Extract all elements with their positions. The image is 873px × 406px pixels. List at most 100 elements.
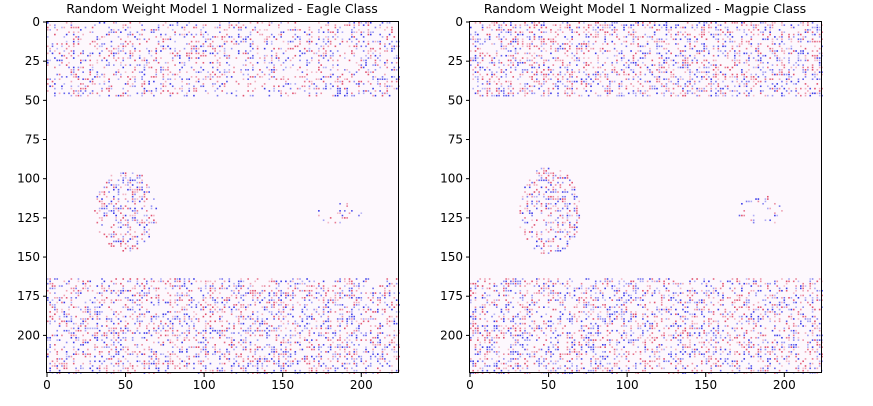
heatmap-cell [757, 54, 760, 57]
heatmap-cell [80, 61, 82, 64]
heatmap-cell [245, 367, 247, 370]
heatmap-cell [197, 287, 200, 290]
heatmap-cell [807, 31, 809, 33]
heatmap-cell [105, 315, 108, 318]
heatmap-cell [61, 308, 63, 311]
heatmap-cell [131, 43, 134, 45]
heatmap-cell [87, 289, 89, 292]
heatmap-cell [377, 311, 379, 313]
heatmap-cell [660, 57, 663, 59]
heatmap-cell [395, 315, 398, 318]
heatmap-cell [329, 299, 332, 301]
heatmap-cell [374, 292, 377, 294]
heatmap-cell [162, 85, 165, 88]
heatmap-cell [136, 235, 139, 238]
heatmap-cell [821, 45, 823, 48]
heatmap-cell [117, 193, 120, 196]
heatmap-cell [533, 36, 536, 38]
heatmap-cell [372, 311, 374, 313]
heatmap-cell [280, 320, 282, 323]
heatmap-cell [275, 327, 278, 330]
heatmap-cell [336, 87, 339, 90]
heatmap-cell [381, 353, 384, 356]
heatmap-cell [181, 294, 183, 297]
heatmap-cell [204, 369, 207, 372]
heatmap-cell [620, 52, 623, 55]
heatmap-cell [96, 198, 99, 200]
heatmap-cell [320, 355, 323, 358]
heatmap-cell [597, 33, 599, 36]
heatmap-cell [108, 33, 110, 36]
heatmap-cell [127, 221, 129, 224]
heatmap-cell [122, 207, 125, 210]
heatmap-cell [481, 59, 484, 62]
heatmap-cell [807, 24, 809, 26]
heatmap-cell [266, 66, 268, 69]
heatmap-cell [131, 351, 134, 353]
heatmap-cell [122, 193, 125, 196]
heatmap-cell [334, 297, 337, 299]
heatmap-cell [268, 299, 271, 301]
heatmap-cell [285, 346, 287, 348]
heatmap-cell [353, 54, 356, 57]
heatmap-cell [94, 297, 96, 299]
heatmap-cell [583, 40, 585, 43]
heatmap-cell [275, 334, 278, 337]
heatmap-cell [665, 59, 668, 62]
heatmap-cell [245, 36, 247, 38]
heatmap-cell [802, 66, 804, 69]
heatmap-cell [386, 292, 389, 294]
heatmap-cell [381, 355, 384, 358]
heatmap-cell [214, 50, 216, 52]
heatmap-cell [526, 57, 529, 59]
heatmap-cell [818, 52, 821, 55]
heatmap-cell [68, 329, 70, 332]
heatmap-cell [470, 57, 472, 59]
heatmap-cell [388, 341, 391, 344]
heatmap-cell [113, 29, 115, 31]
heatmap-cell [219, 336, 221, 339]
heatmap-cell [656, 40, 658, 43]
heatmap-cell [594, 52, 597, 55]
heatmap-cell [682, 61, 684, 64]
heatmap-cell [164, 287, 167, 290]
chart-title: Random Weight Model 1 Normalized - Eagle… [66, 1, 378, 16]
y-tick-label: 0 [32, 15, 40, 29]
y-tick-label: 200 [17, 328, 40, 342]
heatmap-cell [367, 31, 370, 33]
heatmap-cell [146, 282, 148, 285]
heatmap-cell [235, 297, 238, 299]
heatmap-cell [183, 29, 186, 31]
heatmap-cell [263, 57, 266, 59]
heatmap-cell [233, 344, 235, 346]
heatmap-cell [289, 299, 292, 301]
heatmap-cell [131, 301, 134, 304]
heatmap-cell [303, 327, 306, 330]
heatmap-cell [814, 57, 816, 59]
heatmap-cell [358, 24, 360, 26]
heatmap-cell [745, 33, 748, 36]
heatmap-cell [195, 57, 198, 59]
heatmap-cell [536, 54, 538, 57]
heatmap-cell [70, 355, 73, 358]
heatmap-cell [221, 73, 224, 76]
heatmap-cell [341, 31, 344, 33]
heatmap-cell [157, 297, 160, 299]
heatmap-cell [774, 54, 776, 57]
heatmap-cell [327, 24, 330, 26]
heatmap-cell [110, 355, 113, 358]
heatmap-cell [816, 40, 819, 43]
heatmap-cell [500, 45, 503, 48]
heatmap-cell [379, 24, 381, 26]
heatmap-cell [131, 247, 134, 250]
heatmap-cell [299, 54, 301, 57]
heatmap-cell [117, 238, 120, 240]
heatmap-cell [202, 329, 205, 332]
heatmap-cell [204, 24, 207, 26]
heatmap-cell [138, 285, 141, 287]
heatmap-cell [679, 50, 682, 52]
heatmap-cell [386, 280, 389, 283]
heatmap-cell [299, 325, 301, 327]
heatmap-cell [249, 318, 252, 320]
heatmap-cell [89, 52, 92, 55]
